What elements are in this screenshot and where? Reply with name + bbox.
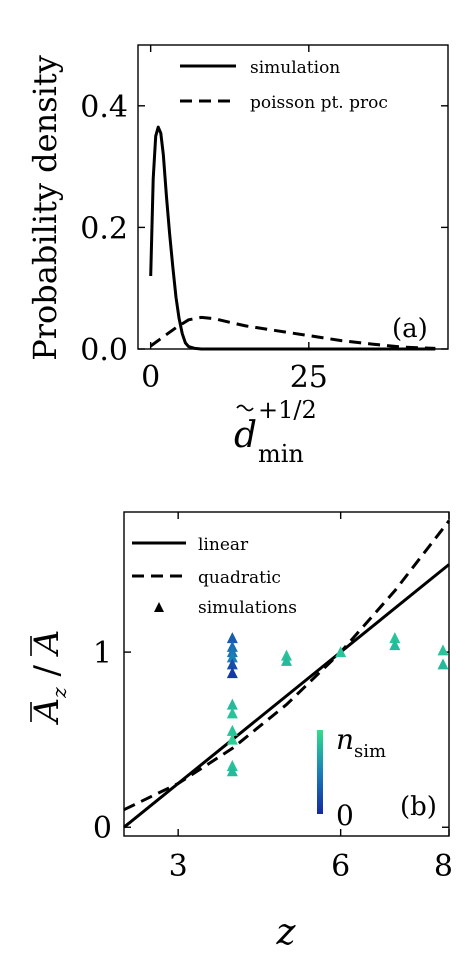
panel-label-a: (a) xyxy=(392,314,428,344)
x-label-base-a: d xyxy=(234,415,257,456)
panel-label-b: (b) xyxy=(400,792,437,822)
scatter-point xyxy=(226,707,238,719)
legend-a: simulation poisson pt. proc xyxy=(180,58,388,113)
x-axis-label-b: z xyxy=(276,912,297,953)
x-tick-label: 3 xyxy=(169,849,188,884)
scatter-point xyxy=(226,724,238,736)
colorbar: nsim 0 xyxy=(317,723,386,832)
scatter-point xyxy=(389,632,401,644)
y-tick-label: 0.2 xyxy=(80,211,128,246)
x-tick-label: 8 xyxy=(434,849,453,884)
legend-marker-simulations xyxy=(154,602,164,612)
y-tick-label: 0.0 xyxy=(80,333,128,368)
plot-frame-b xyxy=(123,511,450,837)
x-axis-label-a: d +1/2 min xyxy=(234,396,317,468)
scatter-point xyxy=(226,651,238,663)
x-tick-label: 25 xyxy=(290,360,328,395)
series-group-a xyxy=(149,125,436,351)
scatter-point xyxy=(335,646,347,658)
scatter-point xyxy=(437,658,449,670)
y-tick-label: 0.4 xyxy=(80,90,128,125)
x-tick-label: 0 xyxy=(141,360,160,395)
panel-a: 0.0 0.2 0.4 0 25 simulation poisson pt. proc… xyxy=(26,44,449,468)
legend-label-simulations: simulations xyxy=(198,598,297,618)
legend-label-poisson: poisson pt. proc xyxy=(250,93,388,113)
legend-label-simulation: simulation xyxy=(250,58,340,78)
scatter-point xyxy=(437,644,449,656)
scatter-point xyxy=(281,654,292,666)
y-label-b-text: Az / A xyxy=(27,630,71,726)
panel-b: 0 1 3 6 8 linear quadratic simulations nsim … xyxy=(27,511,453,953)
scatter-point xyxy=(389,639,401,651)
scatter-point xyxy=(226,667,238,679)
scatter-points-b xyxy=(226,632,449,777)
x-tick-label: 6 xyxy=(331,849,350,884)
series-group-b xyxy=(123,519,451,829)
legend-label-linear: linear xyxy=(198,535,249,555)
colorbar-min-label: 0 xyxy=(336,799,354,832)
x-label-exp-a: +1/2 xyxy=(258,396,317,424)
plot-frame-a xyxy=(137,44,449,350)
y-axis-label-b: Az / A xyxy=(27,630,71,726)
scatter-point xyxy=(226,733,238,745)
x-label-sub-a: min xyxy=(258,440,304,468)
scatter-point xyxy=(226,765,238,777)
series-line-simulation xyxy=(149,125,436,351)
colorbar-max-label: nsim xyxy=(336,723,386,762)
y-ticks-b: 0 1 3 6 8 xyxy=(93,512,453,884)
y-tick-label: 0 xyxy=(93,811,112,846)
y-ticks-a: 0.0 0.2 0.4 0 25 xyxy=(80,45,448,395)
y-tick-label: 1 xyxy=(93,636,112,671)
series-line-quadratic xyxy=(123,519,451,812)
scatter-point xyxy=(226,632,238,644)
y-axis-label-a: Probability density xyxy=(26,55,64,361)
legend-label-quadratic: quadratic xyxy=(198,568,281,588)
scatter-point xyxy=(226,658,238,670)
legend-b: linear quadratic simulations xyxy=(132,535,297,618)
tilde-mark xyxy=(236,404,254,412)
scatter-point xyxy=(226,698,238,710)
colorbar-gradient xyxy=(317,730,323,814)
